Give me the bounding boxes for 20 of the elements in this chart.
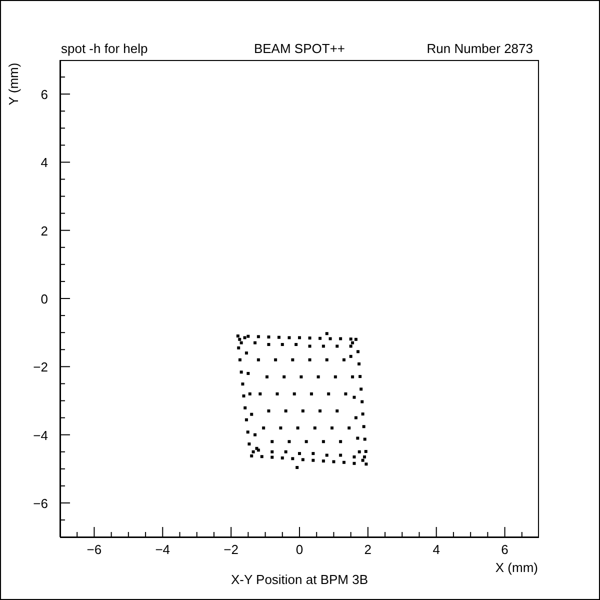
x-tick-label: 2: [364, 542, 372, 557]
text: X-Y Position at BPM 3B: [230, 572, 368, 587]
y-tick-label: 6: [40, 87, 48, 102]
y-axis-title: Y (mm): [6, 62, 21, 106]
text: Run Number 2873: [426, 41, 533, 56]
x-tick-label: 4: [432, 542, 440, 557]
x-tick-label: −2: [224, 542, 238, 557]
x-tick-label: 6: [501, 542, 508, 557]
y-tick-label: −4: [33, 428, 48, 443]
text: spot -h for help: [61, 41, 148, 56]
x-tick-label: −6: [86, 542, 102, 557]
y-tick-label: 2: [40, 223, 48, 238]
y-tick-label: 4: [40, 155, 48, 170]
x-tick-label: −4: [155, 542, 170, 557]
y-tick-label: 0: [40, 292, 48, 306]
y-tick-label: −2: [33, 360, 48, 375]
x-tick-label: 0: [296, 542, 304, 557]
chart-title: BEAM SPOT++: [254, 41, 346, 56]
y-tick-label: −6: [33, 496, 48, 511]
x-axis-title: X (mm): [495, 560, 538, 575]
